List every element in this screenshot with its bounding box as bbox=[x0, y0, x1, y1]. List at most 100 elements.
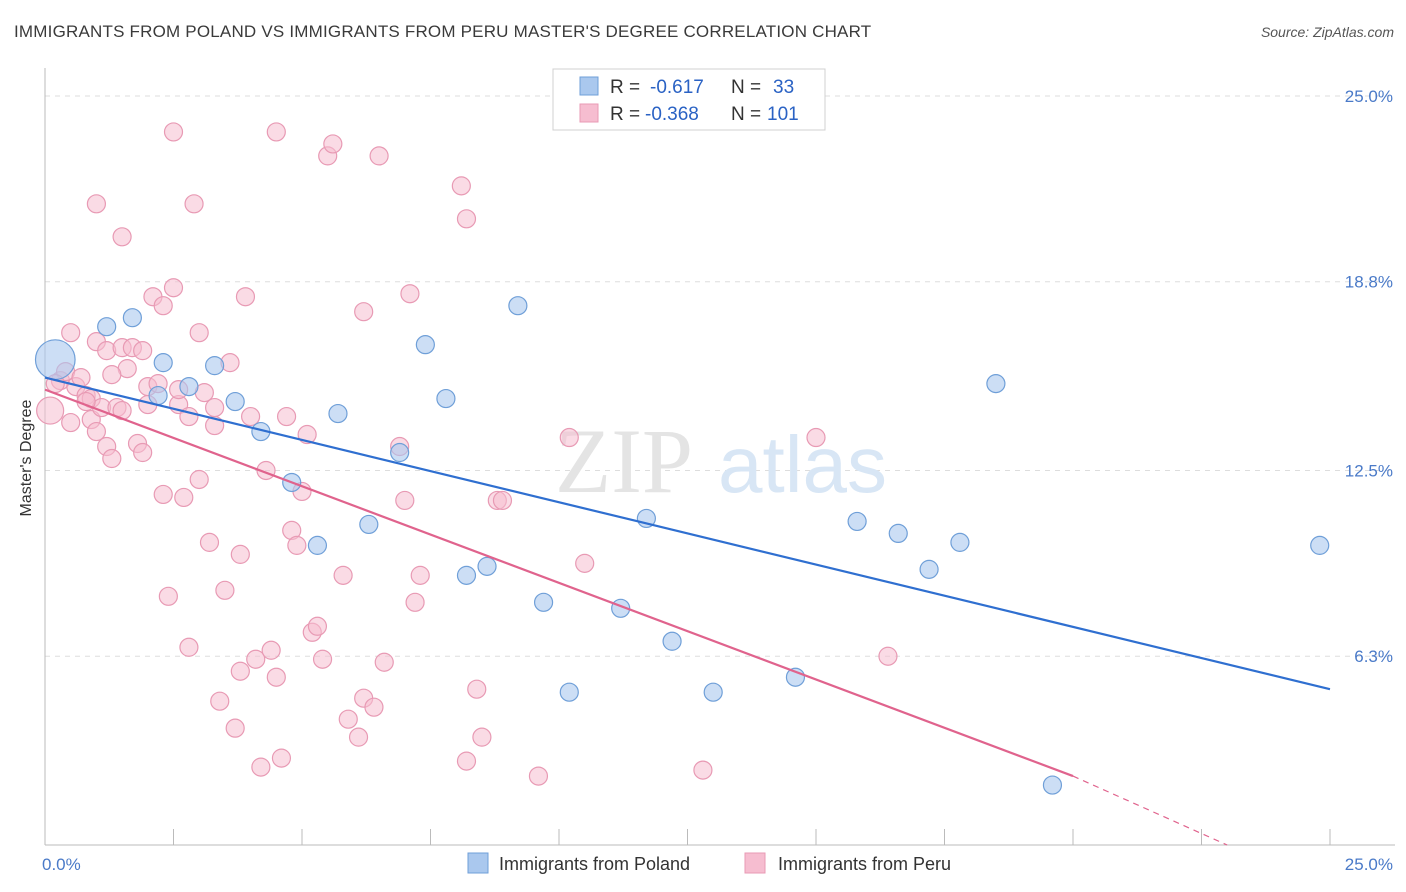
x-tick-label-1: 25.0% bbox=[1345, 855, 1393, 874]
poland-point-16 bbox=[456, 565, 477, 585]
poland-point-28 bbox=[919, 559, 939, 579]
peru-point-94 bbox=[806, 427, 826, 448]
peru-point-84 bbox=[456, 209, 477, 229]
poland-point-4 bbox=[153, 353, 173, 373]
peru-point-33 bbox=[163, 122, 184, 142]
peru-point-92 bbox=[575, 553, 595, 573]
peru-point-75 bbox=[364, 697, 384, 717]
y-tick-label-1: 12.5% bbox=[1345, 461, 1393, 480]
peru-trend-line bbox=[44, 388, 1074, 778]
legend-n-label-peru: N = bbox=[731, 104, 761, 125]
legend-swatch-poland bbox=[579, 76, 599, 96]
peru-point-93 bbox=[693, 760, 713, 780]
poland-point-6 bbox=[205, 356, 225, 376]
poland-point-29 bbox=[950, 532, 970, 552]
legend-n-value-peru: 101 bbox=[767, 104, 799, 125]
peru-point-46 bbox=[215, 580, 235, 600]
peru-point-70 bbox=[333, 565, 353, 585]
y-tick-label-2: 18.8% bbox=[1345, 273, 1393, 292]
peru-point-31 bbox=[153, 296, 173, 316]
poland-point-17 bbox=[477, 556, 497, 576]
peru-point-62 bbox=[287, 535, 307, 555]
legend-n-label-poland: N = bbox=[731, 77, 761, 98]
poland-point-3 bbox=[148, 385, 168, 406]
y-tick-label-3: 25.0% bbox=[1345, 87, 1393, 106]
peru-point-38 bbox=[179, 637, 199, 657]
bottom-legend-swatch-poland bbox=[467, 852, 489, 874]
peru-point-36 bbox=[174, 487, 194, 508]
tick-labels: 6.3% 12.5% 18.8% 25.0% 0.0% 25.0% bbox=[42, 87, 1393, 874]
peru-point-66 bbox=[307, 616, 328, 636]
poland-point-23 bbox=[662, 631, 682, 651]
peru-point-87 bbox=[472, 727, 492, 747]
poland-point-0 bbox=[34, 339, 76, 381]
peru-point-42 bbox=[199, 532, 220, 552]
y-tick-label-0: 6.3% bbox=[1354, 647, 1393, 666]
peru-point-86 bbox=[467, 679, 487, 699]
peru-point-32 bbox=[158, 586, 178, 606]
peru-point-45 bbox=[210, 691, 230, 711]
poland-point-18 bbox=[508, 296, 528, 316]
peru-point-50 bbox=[230, 661, 250, 681]
peru-point-72 bbox=[348, 727, 369, 747]
poland-point-26 bbox=[847, 511, 867, 532]
axes bbox=[44, 68, 1395, 846]
peru-point-20 bbox=[112, 227, 132, 247]
peru-point-54 bbox=[251, 757, 271, 777]
poland-point-7 bbox=[225, 391, 245, 412]
poland-point-13 bbox=[390, 442, 410, 463]
poland-point-24 bbox=[703, 682, 723, 702]
poland-point-15 bbox=[436, 388, 456, 409]
peru-point-53 bbox=[246, 649, 266, 669]
peru-point-51 bbox=[235, 287, 256, 307]
trend-lines bbox=[44, 376, 1331, 846]
watermark: ZIP atlas bbox=[555, 410, 887, 512]
bottom-legend: Immigrants from Poland Immigrants from P… bbox=[467, 852, 951, 874]
bottom-legend-swatch-peru bbox=[744, 852, 766, 874]
bottom-legend-label-peru: Immigrants from Peru bbox=[778, 854, 951, 874]
peru-point-30 bbox=[153, 484, 173, 505]
peru-point-39 bbox=[184, 194, 204, 214]
peru-point-76 bbox=[369, 146, 389, 166]
bottom-legend-label-poland: Immigrants from Poland bbox=[499, 854, 690, 874]
poland-point-12 bbox=[359, 514, 379, 535]
peru-point-100 bbox=[189, 469, 209, 490]
y-axis-label: Master's Degree bbox=[18, 399, 35, 516]
peru-point-24 bbox=[133, 341, 153, 361]
peru-point-49 bbox=[230, 544, 250, 564]
poland-point-11 bbox=[328, 403, 348, 424]
peru-point-58 bbox=[266, 122, 286, 142]
x-tick-label-0: 0.0% bbox=[42, 855, 81, 874]
poland-point-30 bbox=[986, 374, 1006, 394]
peru-point-81 bbox=[405, 592, 425, 612]
peru-point-3 bbox=[61, 323, 81, 343]
poland-point-5 bbox=[179, 376, 199, 397]
peru-point-60 bbox=[276, 406, 297, 427]
peru-point-57 bbox=[266, 667, 286, 687]
legend-r-label-poland: R = bbox=[610, 77, 640, 98]
poland-point-10 bbox=[307, 535, 328, 555]
legend-r-value-poland: -0.617 bbox=[650, 77, 704, 98]
peru-point-48 bbox=[225, 718, 245, 738]
poland-point-27 bbox=[888, 523, 908, 544]
poland-trend-line bbox=[44, 376, 1331, 691]
poland-point-19 bbox=[533, 592, 554, 612]
peru-point-69 bbox=[323, 134, 343, 154]
watermark-zip: ZIP bbox=[555, 410, 693, 512]
poland-point-20 bbox=[559, 682, 579, 702]
poland-point-31 bbox=[1042, 775, 1063, 795]
legend-r-label-peru: R = bbox=[610, 104, 640, 125]
poland-point-32 bbox=[1310, 535, 1330, 555]
legend: R = -0.617 N = 33 R = -0.368 N = 101 bbox=[552, 68, 826, 131]
peru-point-71 bbox=[338, 709, 358, 729]
peru-point-56 bbox=[261, 640, 281, 660]
poland-point-1 bbox=[97, 317, 117, 337]
peru-point-82 bbox=[410, 565, 430, 585]
peru-point-77 bbox=[374, 652, 394, 672]
poland-point-2 bbox=[122, 308, 142, 328]
peru-point-98 bbox=[102, 365, 122, 385]
peru-point-12 bbox=[86, 194, 107, 214]
peru-point-59 bbox=[271, 748, 292, 768]
legend-n-value-poland: 33 bbox=[773, 77, 794, 98]
